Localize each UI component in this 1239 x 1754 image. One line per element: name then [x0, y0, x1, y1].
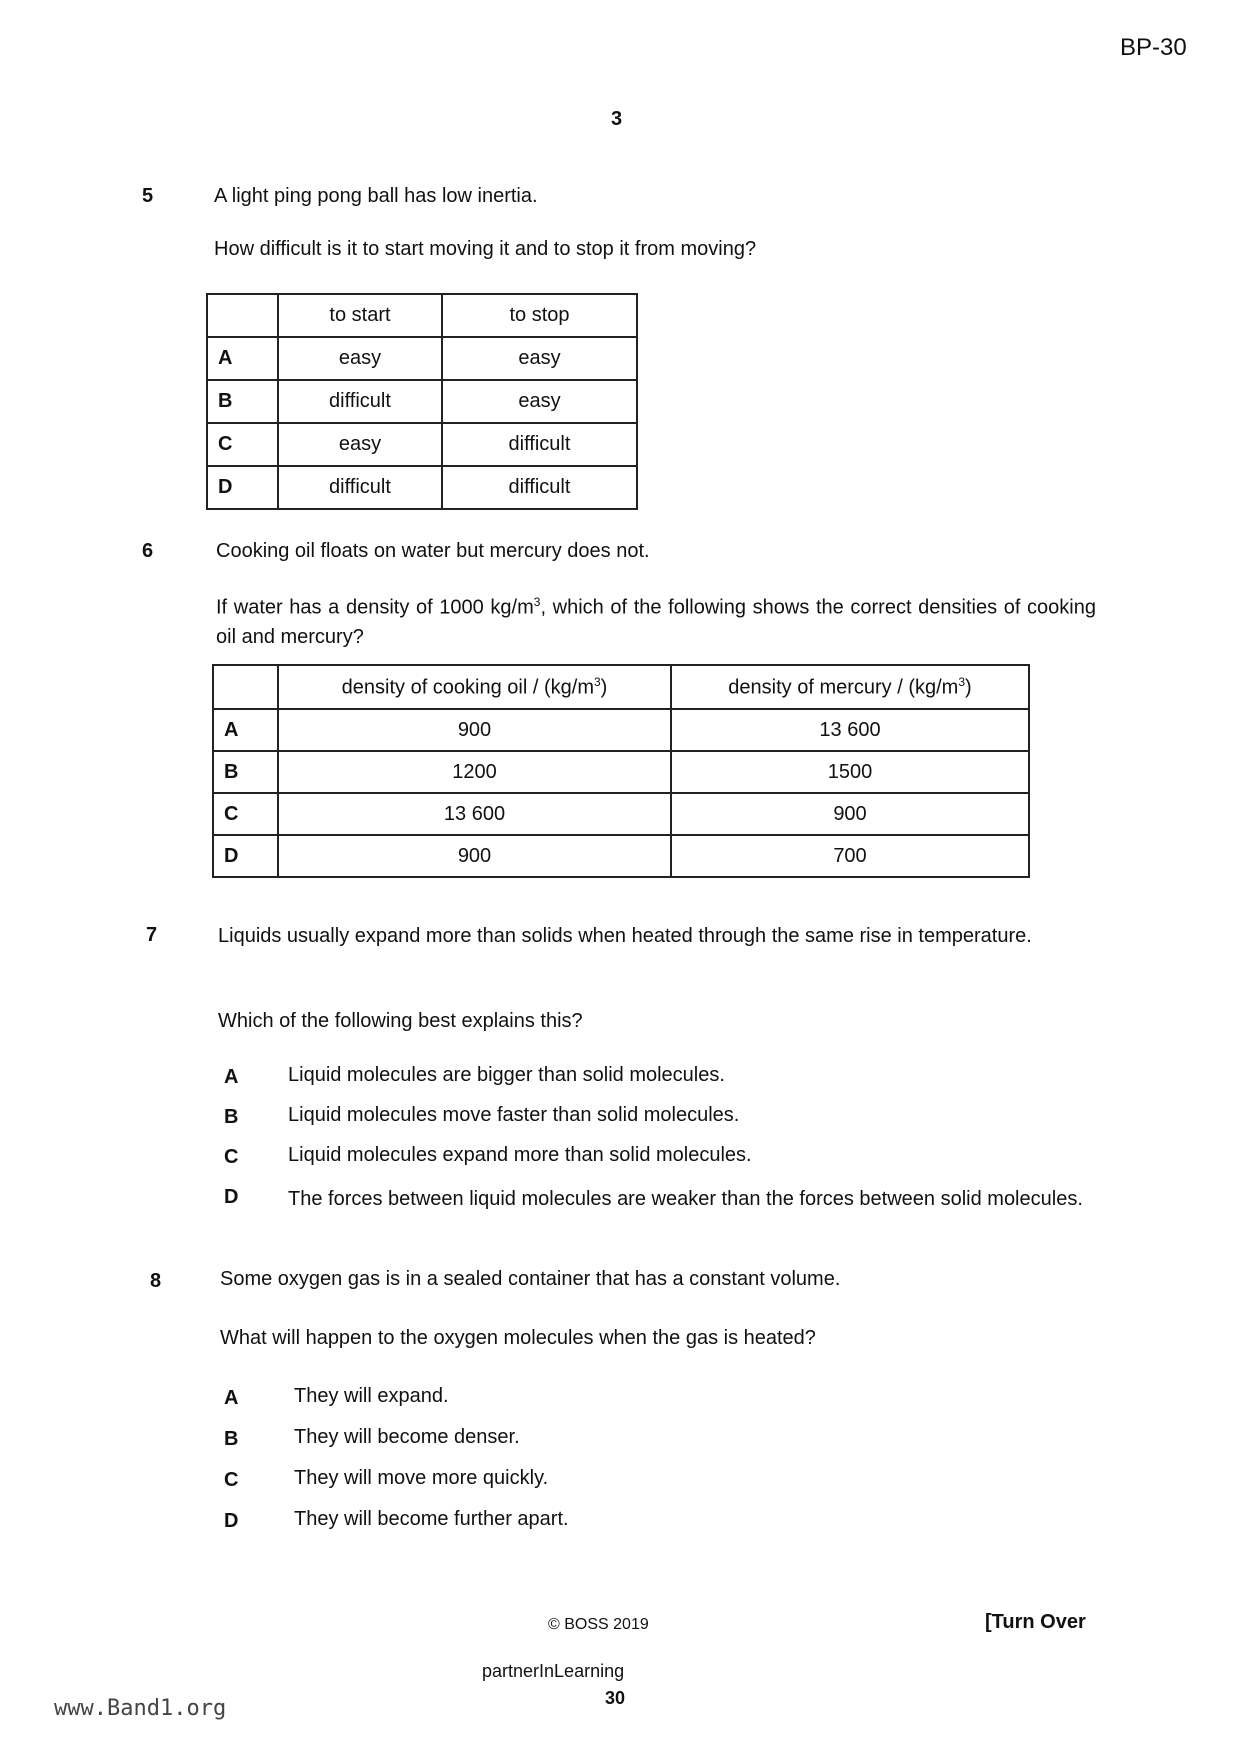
table-row: C easy difficult	[206, 422, 638, 467]
cell: difficult	[441, 422, 638, 467]
header-cell: density of cooking oil / (kg/m3)	[277, 664, 672, 710]
question-5-question: How difficult is it to start moving it a…	[214, 238, 757, 260]
header-cell: to stop	[441, 293, 638, 338]
question-7-question: Which of the following best explains thi…	[218, 1010, 583, 1032]
cell: difficult	[277, 465, 443, 510]
question-6-stem: Cooking oil floats on water but mercury …	[216, 540, 650, 562]
question-6-text-post: , which of the following shows the corre…	[216, 596, 1096, 648]
cell: 900	[670, 792, 1030, 836]
option-letter: D	[224, 1186, 239, 1208]
option-text: Liquid molecules expand more than solid …	[288, 1144, 752, 1166]
option-text: They will move more quickly.	[294, 1467, 549, 1489]
cell: 13 600	[277, 792, 672, 836]
cell: 1200	[277, 750, 672, 794]
cell: difficult	[441, 465, 638, 510]
header-cell: density of mercury / (kg/m3)	[670, 664, 1030, 710]
cell: 900	[277, 708, 672, 752]
question-number-7: 7	[146, 924, 158, 946]
table-row: D difficult difficult	[206, 465, 638, 510]
header-close: )	[600, 676, 608, 699]
row-label: A	[206, 336, 279, 381]
watermark: www.Band1.org	[54, 1696, 227, 1721]
turn-over: [Turn Over	[985, 1611, 1086, 1633]
question-6-text-pre: If water has a density of 1000 kg/m	[216, 596, 534, 619]
header-cell: to start	[277, 293, 443, 338]
option-letter: B	[224, 1428, 239, 1450]
header-cell	[206, 293, 279, 338]
cell: easy	[441, 336, 638, 381]
table-row: A 900 13 600	[212, 708, 1030, 752]
row-label: B	[212, 750, 279, 794]
table-row: D 900 700	[212, 834, 1030, 878]
option-text: The forces between liquid molecules are …	[288, 1188, 1083, 1210]
cell: 13 600	[670, 708, 1030, 752]
question-8-question: What will happen to the oxygen molecules…	[220, 1327, 816, 1349]
superscript: 3	[593, 674, 601, 689]
option-letter: D	[224, 1510, 239, 1532]
question-6-question: If water has a density of 1000 kg/m3, wh…	[216, 588, 1096, 652]
row-label: C	[212, 792, 279, 836]
page-number: 3	[611, 108, 623, 130]
option-letter: B	[224, 1106, 239, 1128]
header-text: density of cooking oil / (kg/m	[341, 676, 594, 699]
option-letter: A	[224, 1066, 239, 1088]
row-label: C	[206, 422, 279, 467]
copyright: © BOSS 2019	[548, 1616, 649, 1633]
partner-in-learning: partnerInLearning	[482, 1661, 625, 1681]
cell: easy	[277, 422, 443, 467]
cell: 700	[670, 834, 1030, 878]
footer-page-number: 30	[605, 1688, 626, 1708]
superscript: 3	[533, 595, 541, 609]
table-row: B difficult easy	[206, 379, 638, 424]
option-letter: C	[224, 1469, 239, 1491]
question-7-stem: Liquids usually expand more than solids …	[218, 925, 1032, 947]
option-text: Liquid molecules are bigger than solid m…	[288, 1064, 725, 1086]
option-text: They will become denser.	[294, 1426, 520, 1448]
header-cell	[212, 664, 279, 710]
option-text: They will expand.	[294, 1385, 449, 1407]
cell: 900	[277, 834, 672, 878]
row-label: A	[212, 708, 279, 752]
cell: 1500	[670, 750, 1030, 794]
cell: easy	[277, 336, 443, 381]
row-label: D	[206, 465, 279, 510]
superscript: 3	[958, 674, 966, 689]
table-row: C 13 600 900	[212, 792, 1030, 836]
row-label: B	[206, 379, 279, 424]
table-row: B 1200 1500	[212, 750, 1030, 794]
question-number-6: 6	[142, 540, 154, 562]
option-letter: A	[224, 1387, 239, 1409]
question-number-8: 8	[150, 1270, 162, 1292]
question-number-5: 5	[142, 185, 154, 207]
paper-code: BP-30	[1120, 34, 1187, 61]
option-letter: C	[224, 1146, 239, 1168]
row-label: D	[212, 834, 279, 878]
question-6-table: density of cooking oil / (kg/m3) density…	[212, 664, 1030, 878]
cell: difficult	[277, 379, 443, 424]
table-row: A easy easy	[206, 336, 638, 381]
question-5-stem: A light ping pong ball has low inertia.	[214, 185, 538, 207]
option-text: Liquid molecules move faster than solid …	[288, 1104, 740, 1126]
cell: easy	[441, 379, 638, 424]
header-text: density of mercury / (kg/m	[728, 676, 959, 699]
question-8-stem: Some oxygen gas is in a sealed container…	[220, 1268, 841, 1290]
header-close: )	[965, 676, 972, 699]
question-5-table: to start to stop A easy easy B difficult…	[206, 293, 638, 510]
option-text: They will become further apart.	[294, 1508, 569, 1530]
